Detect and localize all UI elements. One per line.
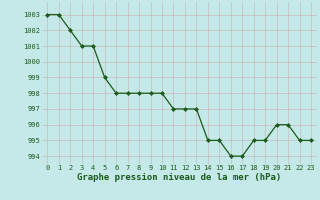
X-axis label: Graphe pression niveau de la mer (hPa): Graphe pression niveau de la mer (hPa) (77, 173, 281, 182)
